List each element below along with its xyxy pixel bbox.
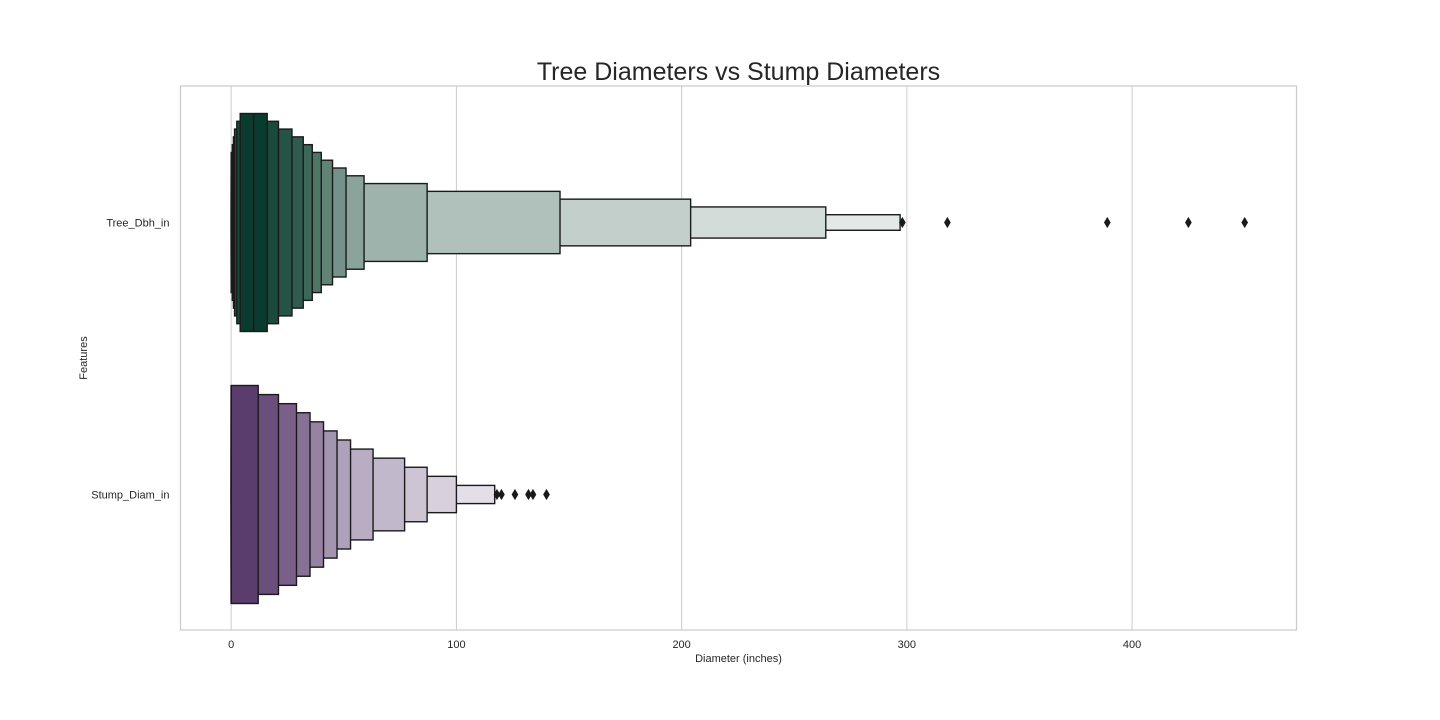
x-axis-ticks: 0 100 200 300 400 xyxy=(228,639,1141,651)
outlier-point xyxy=(1103,216,1111,229)
outlier-point xyxy=(1185,216,1192,229)
y-tick-label: Stump_Diam_in xyxy=(91,490,169,502)
outlier-point xyxy=(1241,216,1249,229)
y-tick-label: Tree_Dbh_in xyxy=(106,218,169,230)
grid-lines xyxy=(230,86,1133,630)
x-axis-label: Diameter (inches) xyxy=(695,653,782,665)
x-tick-label: 200 xyxy=(672,639,690,651)
outlier-point xyxy=(498,488,505,501)
outlier-point xyxy=(543,488,550,501)
outlier-point xyxy=(511,488,519,501)
boxen-boxes xyxy=(230,112,901,605)
x-tick-label: 100 xyxy=(447,639,465,651)
plot-frame xyxy=(179,85,1298,631)
outlier-point xyxy=(525,488,532,501)
outlier-point xyxy=(944,216,951,229)
chart-title: Tree Diameters vs Stump Diameters xyxy=(537,58,940,86)
y-axis-ticks: Tree_Dbh_in Stump_Diam_in xyxy=(91,218,169,502)
outlier-points xyxy=(493,216,1249,501)
outlier-point xyxy=(529,488,537,501)
x-tick-label: 300 xyxy=(898,639,916,651)
x-tick-label: 0 xyxy=(228,639,234,651)
y-axis-label: Features xyxy=(78,336,90,380)
outlier-point xyxy=(899,216,906,229)
outlier-point xyxy=(493,488,501,501)
x-tick-label: 400 xyxy=(1123,639,1141,651)
boxen-box xyxy=(230,384,259,605)
